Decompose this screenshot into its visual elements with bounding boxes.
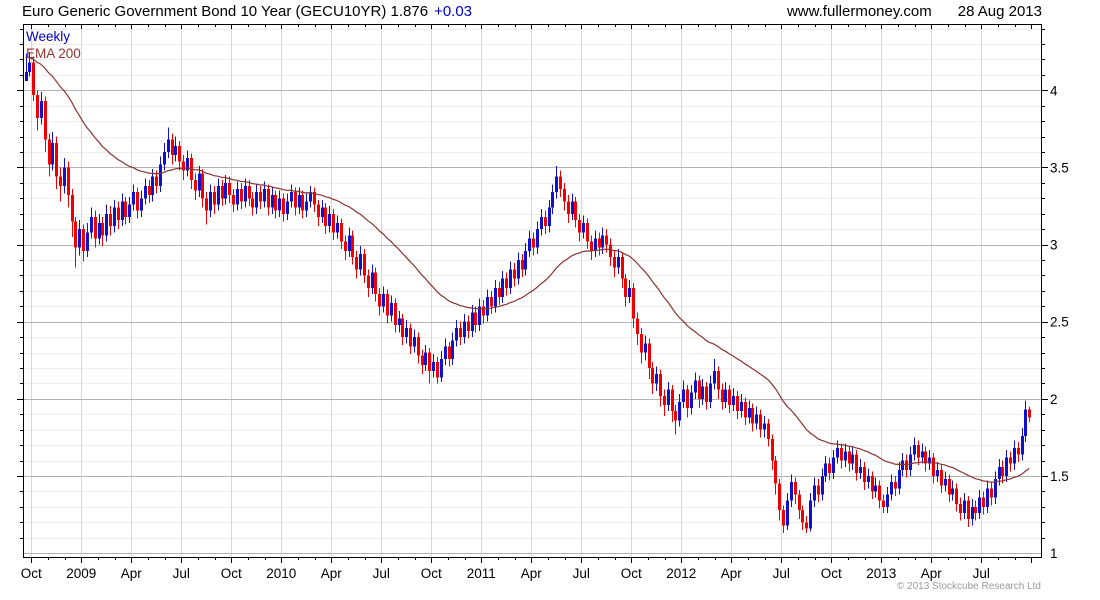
title-bar: Euro Generic Government Bond 10 Year (GE… [22,3,1042,20]
svg-text:2011: 2011 [467,566,496,581]
svg-text:3.5: 3.5 [1050,160,1069,175]
svg-text:2009: 2009 [66,566,96,581]
svg-text:Oct: Oct [221,566,242,581]
svg-text:Jul: Jul [373,566,390,581]
svg-text:Jul: Jul [173,566,190,581]
page-title: Euro Generic Government Bond 10 Year (GE… [22,3,429,20]
svg-text:1: 1 [1050,546,1058,561]
ema-label: EMA 200 [26,46,81,61]
svg-text:2010: 2010 [266,566,296,581]
svg-text:Apr: Apr [521,566,543,581]
svg-text:3: 3 [1050,238,1058,253]
svg-text:1.5: 1.5 [1050,469,1069,484]
svg-text:4: 4 [1050,83,1058,98]
copyright-notice: © 2013 Stockcube Research Ltd [896,581,1041,592]
site-link[interactable]: www.fullermoney.com [786,3,932,20]
svg-text:Jul: Jul [773,566,790,581]
svg-text:Apr: Apr [921,566,943,581]
svg-text:Oct: Oct [821,566,842,581]
timeframe-label: Weekly [26,29,71,44]
svg-text:Apr: Apr [121,566,143,581]
svg-text:Jul: Jul [573,566,590,581]
svg-text:Jul: Jul [973,566,990,581]
chart-date: 28 Aug 2013 [957,3,1042,20]
svg-text:2.5: 2.5 [1050,315,1069,330]
price-change: +0.03 [434,3,473,20]
svg-text:Oct: Oct [421,566,442,581]
svg-text:Oct: Oct [21,566,42,581]
svg-text:Apr: Apr [721,566,743,581]
svg-text:Oct: Oct [621,566,642,581]
chart-legend: Weekly EMA 200 [26,28,81,62]
svg-text:2013: 2013 [866,566,896,581]
svg-text:2012: 2012 [666,566,696,581]
svg-text:2: 2 [1050,392,1058,407]
svg-text:Apr: Apr [321,566,343,581]
